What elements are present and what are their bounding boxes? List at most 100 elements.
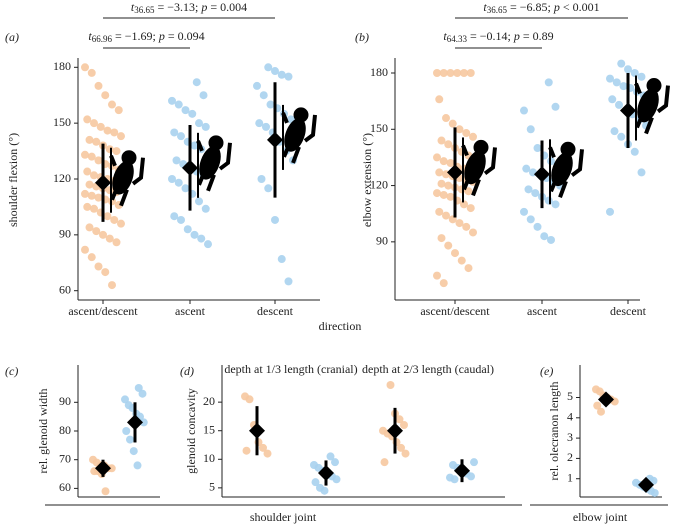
data-point <box>90 204 98 213</box>
data-point <box>453 69 462 78</box>
stat: t <box>443 29 447 43</box>
panel-label: (b) <box>355 30 369 44</box>
y-tick-label: 3 <box>567 430 573 444</box>
panel-label: (c) <box>5 364 18 378</box>
data-point <box>112 238 121 247</box>
data-point <box>446 192 455 201</box>
p-text: = 0.004 <box>210 0 247 14</box>
monkey-icon <box>281 104 317 170</box>
data-point <box>331 458 339 467</box>
data-point <box>437 179 446 188</box>
data-point <box>435 168 444 177</box>
data-point <box>520 207 528 216</box>
data-point <box>174 178 183 187</box>
y-tick-label: 150 <box>53 115 71 129</box>
data-point <box>617 59 626 68</box>
data-point <box>257 175 266 183</box>
data-point <box>105 234 114 243</box>
data-point <box>87 68 96 77</box>
x-tick-label: descent <box>257 304 294 318</box>
df: 36.65 <box>134 5 155 15</box>
mean-marker <box>598 391 614 408</box>
data-point <box>524 185 533 194</box>
annotation: t36.65 = −3.13; p = 0.004 <box>131 0 247 15</box>
y-tick-label: 60 <box>59 480 71 494</box>
data-point <box>439 69 448 78</box>
mean-marker <box>638 476 654 493</box>
data-point <box>650 488 659 497</box>
data-point <box>457 256 466 265</box>
data-point <box>544 78 553 87</box>
data-point <box>624 65 632 74</box>
data-point <box>110 215 119 224</box>
data-point <box>181 106 190 115</box>
data-point <box>92 137 101 146</box>
monkey-limbs <box>461 144 497 197</box>
data-point <box>277 255 286 264</box>
data-point <box>444 241 453 250</box>
data-point <box>117 219 125 228</box>
data-point <box>326 452 335 461</box>
data-point <box>92 227 101 236</box>
data-point <box>108 281 116 290</box>
data-point <box>112 147 121 156</box>
data-point <box>433 153 441 162</box>
y-tick-label: 1 <box>567 470 573 484</box>
data-point <box>466 204 475 213</box>
p: p <box>513 29 520 43</box>
data-point <box>433 271 441 280</box>
data-point <box>94 81 103 90</box>
df: 36.65 <box>487 5 508 15</box>
data-point <box>451 249 459 258</box>
mean-marker <box>620 102 636 119</box>
mean-marker <box>447 164 463 181</box>
data-point <box>114 106 123 115</box>
y-tick-label: 60 <box>59 282 71 296</box>
p: p <box>553 0 560 14</box>
data-point <box>83 167 92 176</box>
mean-marker <box>182 159 198 176</box>
x-tick-label: ascent/descent <box>420 304 490 318</box>
data-point <box>615 100 623 109</box>
data-point <box>284 277 293 286</box>
y-tick-label: 20 <box>203 394 215 408</box>
data-point <box>520 106 528 115</box>
data-point <box>85 223 94 232</box>
y-tick-label: 180 <box>370 65 388 79</box>
mean-marker <box>318 465 334 481</box>
data-point <box>245 395 254 404</box>
data-point <box>612 78 621 87</box>
data-point <box>168 96 176 105</box>
stat-text: = −6.85; <box>510 0 551 14</box>
data-point <box>435 207 444 216</box>
data-point <box>433 69 441 78</box>
mean-marker <box>267 131 283 148</box>
data-point <box>87 152 96 161</box>
data-point <box>455 125 464 134</box>
data-point <box>464 264 473 273</box>
data-point <box>174 100 183 109</box>
monkey-head <box>473 139 489 155</box>
data-point <box>195 197 203 206</box>
data-point <box>264 184 273 193</box>
x-tick-label: ascent/descent <box>68 304 138 318</box>
data-point <box>597 407 605 416</box>
data-point <box>129 447 138 456</box>
stat-text: = −3.13; <box>157 0 198 14</box>
data-point <box>522 164 531 173</box>
data-point <box>81 150 89 159</box>
data-point <box>99 230 107 239</box>
stat-text: = −0.14; <box>470 29 511 43</box>
monkey-limbs <box>548 146 584 199</box>
monkey-head <box>293 107 309 123</box>
data-point <box>526 215 535 224</box>
data-point <box>464 187 473 196</box>
y-tick-label: 5 <box>567 389 573 403</box>
p-text: < 0.001 <box>563 0 600 14</box>
y-axis-label: rel. olecranon length <box>547 382 561 481</box>
data-point <box>253 81 261 90</box>
annotation: t64.33 = −0.14; p = 0.89 <box>443 29 553 44</box>
data-point <box>439 190 448 199</box>
data-point <box>117 132 125 141</box>
